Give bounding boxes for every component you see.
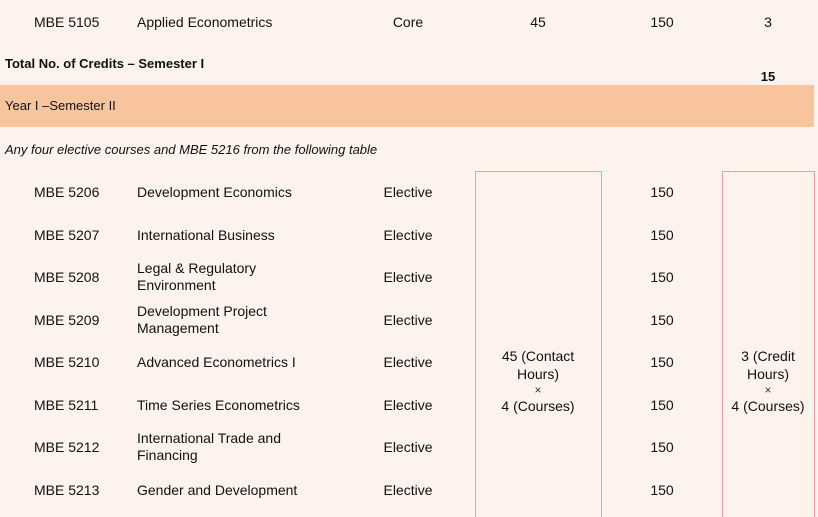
course-name: Development Economics bbox=[137, 184, 292, 200]
merged-contact-hours: 45 (Contact Hours) × 4 (Courses) bbox=[476, 347, 600, 415]
merged-credit-line1: 3 (Credit bbox=[741, 348, 795, 364]
course-type: Elective bbox=[383, 354, 433, 370]
course-code: MBE 5211 bbox=[34, 397, 99, 413]
contact-hours-box bbox=[475, 171, 602, 517]
course-name: Gender and Development bbox=[137, 482, 298, 498]
course-type: Elective bbox=[383, 184, 433, 200]
merged-credit-line2: Hours) bbox=[746, 366, 789, 382]
multiply-sign: × bbox=[764, 383, 772, 397]
course-code: MBE 5213 bbox=[34, 482, 100, 498]
merged-contact-line1: 45 (Contact bbox=[501, 348, 575, 364]
course-hours: 150 bbox=[650, 482, 674, 498]
course-code: MBE 5208 bbox=[34, 269, 100, 285]
course-name: Legal & Regulatory Environment bbox=[137, 260, 257, 293]
course-code: MBE 5210 bbox=[34, 354, 100, 370]
course-type: Elective bbox=[383, 269, 433, 285]
total-credits-value: 15 bbox=[760, 69, 776, 84]
course-type: Elective bbox=[383, 397, 433, 413]
course-contact-hours: 45 bbox=[530, 14, 546, 30]
course-code: MBE 5207 bbox=[34, 227, 100, 243]
course-type: Elective bbox=[383, 227, 433, 243]
course-name: Applied Econometrics bbox=[137, 14, 273, 30]
course-hours: 150 bbox=[650, 269, 674, 285]
course-type: Elective bbox=[383, 312, 433, 328]
course-name: Advanced Econometrics I bbox=[137, 354, 296, 370]
course-name: Development Project Management bbox=[137, 303, 267, 336]
course-code: MBE 5212 bbox=[34, 439, 100, 455]
course-hours: 150 bbox=[650, 227, 674, 243]
course-type: Elective bbox=[383, 439, 433, 455]
semester-header-band bbox=[0, 85, 814, 127]
course-type: Core bbox=[392, 14, 424, 30]
merged-contact-line2: Hours) bbox=[516, 366, 559, 382]
course-name: International Trade and Financing bbox=[137, 430, 281, 463]
total-credits-label: Total No. of Credits – Semester I bbox=[5, 56, 205, 71]
merged-credit-hours: 3 (Credit Hours) × 4 (Courses) bbox=[723, 347, 813, 415]
credit-hours-box bbox=[722, 171, 815, 517]
course-name: Time Series Econometrics bbox=[137, 397, 300, 413]
course-name: International Business bbox=[137, 227, 275, 243]
course-code: MBE 5105 bbox=[34, 14, 100, 30]
course-credit: 3 bbox=[764, 14, 772, 30]
multiply-sign: × bbox=[534, 383, 542, 397]
course-hours: 150 bbox=[650, 312, 674, 328]
course-hours: 150 bbox=[650, 184, 674, 200]
course-code: MBE 5206 bbox=[34, 184, 100, 200]
course-hours: 150 bbox=[650, 439, 674, 455]
semester-header: Year I –Semester II bbox=[5, 98, 116, 113]
course-type: Elective bbox=[383, 482, 433, 498]
course-hours: 150 bbox=[650, 397, 674, 413]
merged-credit-line3: 4 (Courses) bbox=[731, 398, 805, 414]
course-hours: 150 bbox=[650, 14, 674, 30]
elective-note: Any four elective courses and MBE 5216 f… bbox=[5, 142, 378, 157]
course-hours: 150 bbox=[650, 354, 674, 370]
merged-contact-line3: 4 (Courses) bbox=[501, 398, 575, 414]
course-code: MBE 5209 bbox=[34, 312, 100, 328]
